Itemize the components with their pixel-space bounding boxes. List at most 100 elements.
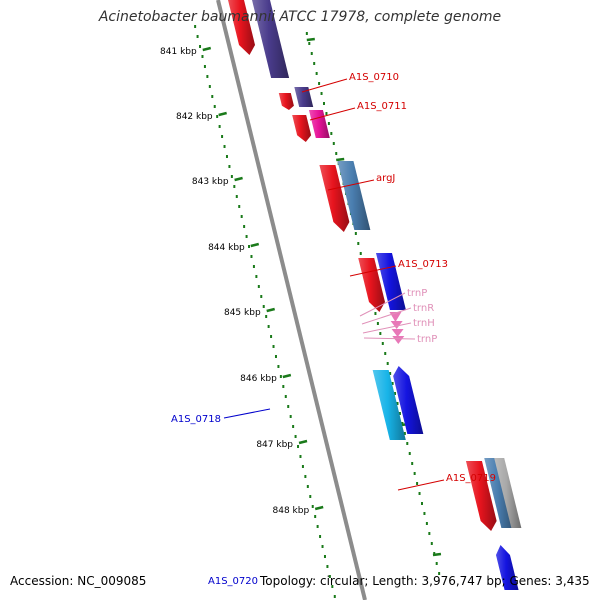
- gene-0718-cyan[interactable]: [372, 370, 406, 440]
- ruler-dot: [301, 465, 304, 468]
- ruler-dot: [233, 185, 236, 188]
- ruler-dot: [245, 235, 248, 238]
- ruler-major-tick-right: [432, 552, 442, 557]
- ruler-dot-right: [359, 252, 362, 255]
- gene-label-A1S_0718: A1S_0718: [171, 414, 221, 425]
- ruler-dot: [267, 325, 270, 328]
- ruler-dot-right: [391, 382, 394, 385]
- gene-top-purple[interactable]: [252, 0, 290, 78]
- ruler-tick-label: 848 kbp: [273, 506, 310, 516]
- trna-leader-line: [363, 337, 416, 340]
- gene-0719-steel[interactable]: [484, 458, 514, 528]
- gene-0720-blue[interactable]: [495, 545, 519, 590]
- gene-top-red[interactable]: [228, 0, 256, 55]
- ruler-dot: [323, 555, 326, 558]
- trna-gene-3[interactable]: [391, 329, 404, 337]
- ruler-dot: [289, 415, 292, 418]
- ruler-dot-right: [325, 112, 328, 115]
- gene-label-A1S_0711: A1S_0711: [357, 101, 407, 112]
- ruler-dot: [216, 115, 219, 118]
- ruler-dot: [243, 225, 246, 228]
- ruler-dot-right: [315, 72, 318, 75]
- ruler-dot: [306, 485, 309, 488]
- ruler-dot: [316, 525, 319, 528]
- ruler-dot: [272, 345, 275, 348]
- ruler-dot-right: [428, 532, 431, 535]
- ruler-major-tick: [250, 242, 260, 248]
- ruler-dot-right: [420, 502, 423, 505]
- ruler-dot-right: [438, 572, 441, 575]
- ruler-dot: [199, 45, 202, 48]
- ruler-dot: [203, 65, 206, 68]
- ruler-tick-label: 845 kbp: [224, 308, 261, 318]
- ruler-dot: [265, 315, 268, 318]
- gene-argJ-red[interactable]: [319, 165, 350, 232]
- ruler-dot-right: [335, 152, 338, 155]
- ruler-dot-right: [305, 32, 308, 35]
- ruler-dot: [262, 305, 265, 308]
- map-title: Acinetobacter baumannii ATCC 17978, comp…: [98, 9, 502, 25]
- ruler-dot: [218, 125, 221, 128]
- topology-info-text: Topology: circular; Length: 3,976,747 bp…: [260, 574, 590, 588]
- ruler-dot: [221, 135, 224, 138]
- ruler-dot-right: [423, 512, 426, 515]
- gene-0710-purple[interactable]: [294, 87, 314, 107]
- ruler-dot: [331, 585, 334, 588]
- ruler-dot: [282, 385, 285, 388]
- gene-0711-magenta[interactable]: [308, 110, 330, 138]
- gene-0713-blue[interactable]: [375, 253, 406, 310]
- trna-label-trnP: trnP: [417, 334, 437, 345]
- ruler-dot-right: [408, 452, 411, 455]
- ruler-dot: [238, 205, 241, 208]
- ruler-dot: [240, 215, 243, 218]
- ruler-major-tick: [218, 111, 227, 117]
- ruler-dot-right: [320, 92, 323, 95]
- ruler-dot: [321, 545, 324, 548]
- ruler-dot-right: [430, 542, 433, 545]
- gene-0719-grey[interactable]: [494, 458, 522, 528]
- ruler-dot: [257, 285, 260, 288]
- ruler-dot-right: [406, 442, 409, 445]
- ruler-dot-right: [379, 332, 382, 335]
- ruler-dot: [326, 565, 329, 568]
- ruler-dot: [260, 295, 263, 298]
- ruler-dot: [213, 105, 216, 108]
- gene-0711-red[interactable]: [292, 115, 312, 142]
- gene-0710-red[interactable]: [278, 93, 294, 110]
- ruler-dot-right: [318, 82, 321, 85]
- ruler-dot-right: [308, 42, 311, 45]
- ruler-dot: [230, 175, 233, 178]
- ruler-dot-right: [327, 122, 330, 125]
- trna-leader-line: [362, 322, 412, 334]
- ruler-tick-label: 847 kbp: [256, 440, 293, 450]
- ruler-dot-right: [313, 62, 316, 65]
- gene-0719-red[interactable]: [465, 461, 497, 531]
- trna-leader-line: [359, 292, 406, 317]
- gene-0718-blue[interactable]: [393, 366, 424, 434]
- leader-line: [397, 479, 445, 491]
- ruler-dot-right: [389, 372, 392, 375]
- ruler-dot-right: [416, 482, 419, 485]
- ruler-major-tick-right: [336, 157, 345, 162]
- ruler-dot-right: [396, 402, 399, 405]
- gene-argJ-steel[interactable]: [337, 161, 371, 230]
- ruler-dot-right: [357, 242, 360, 245]
- ruler-dot: [304, 475, 307, 478]
- ruler-dot: [284, 395, 287, 398]
- ruler-dot-right: [398, 412, 401, 415]
- ruler-tick-label: 841 kbp: [160, 47, 197, 57]
- ruler-dot-right: [425, 522, 428, 525]
- ruler-dot-right: [394, 392, 397, 395]
- ruler-dot-right: [330, 132, 333, 135]
- ruler-tick-label: 844 kbp: [208, 243, 245, 253]
- ruler-dot: [277, 365, 280, 368]
- ruler-dot: [223, 145, 226, 148]
- ruler-dot: [211, 95, 214, 98]
- trna-label-trnH: trnH: [413, 318, 435, 329]
- leader-line: [327, 179, 375, 191]
- trna-gene-2[interactable]: [390, 321, 403, 329]
- ruler-dot: [287, 405, 290, 408]
- gene-0713-red[interactable]: [358, 258, 385, 312]
- ruler-major-tick: [282, 373, 292, 379]
- trna-gene-4[interactable]: [392, 336, 405, 344]
